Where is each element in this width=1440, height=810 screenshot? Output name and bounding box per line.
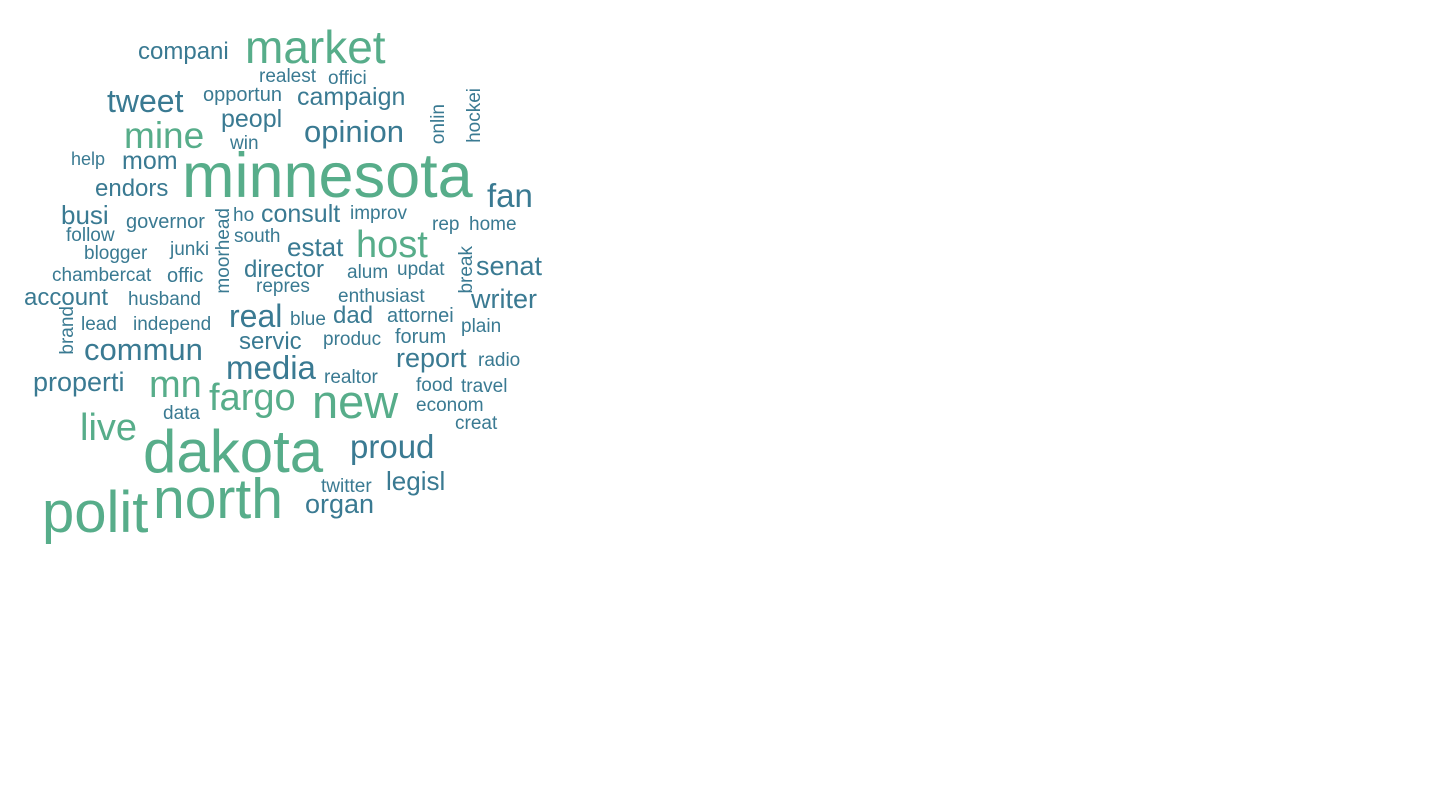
word-help: help: [71, 149, 106, 169]
word-junki: junki: [170, 239, 210, 260]
word-busi: busi: [61, 200, 109, 230]
word-properti: properti: [33, 367, 125, 397]
word-repres: repres: [256, 276, 310, 297]
word-win: win: [230, 133, 259, 154]
word-radio: radio: [478, 350, 521, 371]
word-media: media: [226, 349, 316, 386]
word-servic: servic: [239, 328, 302, 355]
word-legisl: legisl: [386, 466, 446, 496]
word-realtor: realtor: [324, 367, 378, 388]
word-campaign: campaign: [297, 83, 406, 111]
word-econom: econom: [416, 395, 484, 416]
word-host: host: [356, 224, 428, 266]
word-peopl: peopl: [221, 105, 283, 133]
word-writer: writer: [471, 284, 537, 314]
word-brand: brand: [57, 306, 78, 355]
word-organ: organ: [305, 489, 375, 519]
word-mom: mom: [122, 147, 178, 175]
word-endors: endors: [95, 175, 169, 202]
word-follow: follow: [66, 225, 115, 246]
word-twitter: twitter: [321, 476, 372, 497]
word-proud: proud: [350, 428, 435, 465]
word-fan: fan: [487, 177, 533, 214]
word-updat: updat: [397, 259, 445, 280]
word-realest: realest: [259, 66, 317, 87]
word-dakota: dakota: [143, 418, 324, 485]
word-rep: rep: [432, 214, 460, 235]
word-attornei: attornei: [387, 305, 454, 327]
word-forum: forum: [395, 326, 447, 348]
word-commun: commun: [84, 332, 203, 367]
word-improv: improv: [350, 203, 408, 224]
word-fargo: fargo: [209, 377, 296, 419]
word-report: report: [396, 343, 467, 373]
word-polit: polit: [42, 480, 149, 545]
word-compani: compani: [138, 38, 229, 65]
word-opinion: opinion: [304, 114, 404, 149]
word-home: home: [469, 214, 517, 235]
word-ho: ho: [233, 205, 255, 226]
word-plain: plain: [461, 316, 502, 337]
word-independ: independ: [133, 314, 212, 335]
word-new: new: [312, 375, 399, 428]
word-moorhead: moorhead: [213, 208, 234, 294]
word-real: real: [229, 298, 283, 334]
word-estat: estat: [287, 232, 344, 262]
word-blue: blue: [290, 309, 326, 330]
word-mine: mine: [124, 115, 205, 156]
word-chambercat: chambercat: [52, 265, 152, 286]
word-husband: husband: [128, 289, 201, 310]
word-governor: governor: [126, 211, 205, 233]
word-minnesota: minnesota: [182, 141, 473, 211]
word-data: data: [163, 403, 200, 424]
word-dad: dad: [333, 302, 374, 329]
word-alum: alum: [347, 262, 389, 283]
word-offic: offic: [167, 265, 204, 287]
word-opportun: opportun: [203, 84, 282, 106]
word-produc: produc: [323, 329, 382, 350]
word-consult: consult: [261, 200, 341, 228]
word-onlin: onlin: [428, 104, 449, 145]
word-enthusiast: enthusiast: [338, 286, 425, 307]
word-lead: lead: [81, 314, 117, 335]
word-travel: travel: [461, 376, 508, 397]
word-hockei: hockei: [464, 88, 485, 143]
word-offici: offici: [328, 68, 367, 89]
word-director: director: [244, 256, 325, 283]
word-north: north: [153, 467, 283, 531]
word-creat: creat: [455, 413, 498, 434]
word-mn: mn: [149, 364, 202, 406]
word-live: live: [80, 407, 138, 449]
word-food: food: [416, 375, 453, 396]
word-south: south: [234, 226, 281, 247]
word-blogger: blogger: [84, 243, 148, 264]
word-market: market: [245, 21, 386, 73]
word-account: account: [24, 284, 109, 311]
word-senat: senat: [476, 251, 543, 281]
word-tweet: tweet: [107, 83, 184, 119]
